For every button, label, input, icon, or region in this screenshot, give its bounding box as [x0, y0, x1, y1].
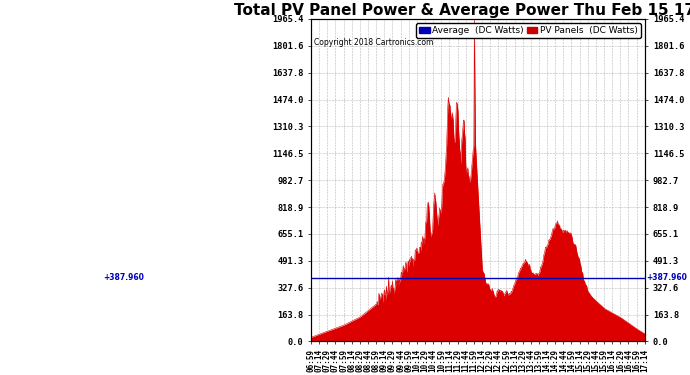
Text: +387.960: +387.960 [103, 273, 144, 282]
Title: Total PV Panel Power & Average Power Thu Feb 15 17:17: Total PV Panel Power & Average Power Thu… [234, 3, 690, 18]
Legend: Average  (DC Watts), PV Panels  (DC Watts): Average (DC Watts), PV Panels (DC Watts) [416, 24, 641, 38]
Text: Copyright 2018 Cartronics.com: Copyright 2018 Cartronics.com [315, 38, 434, 47]
Text: +387.960: +387.960 [646, 273, 687, 282]
